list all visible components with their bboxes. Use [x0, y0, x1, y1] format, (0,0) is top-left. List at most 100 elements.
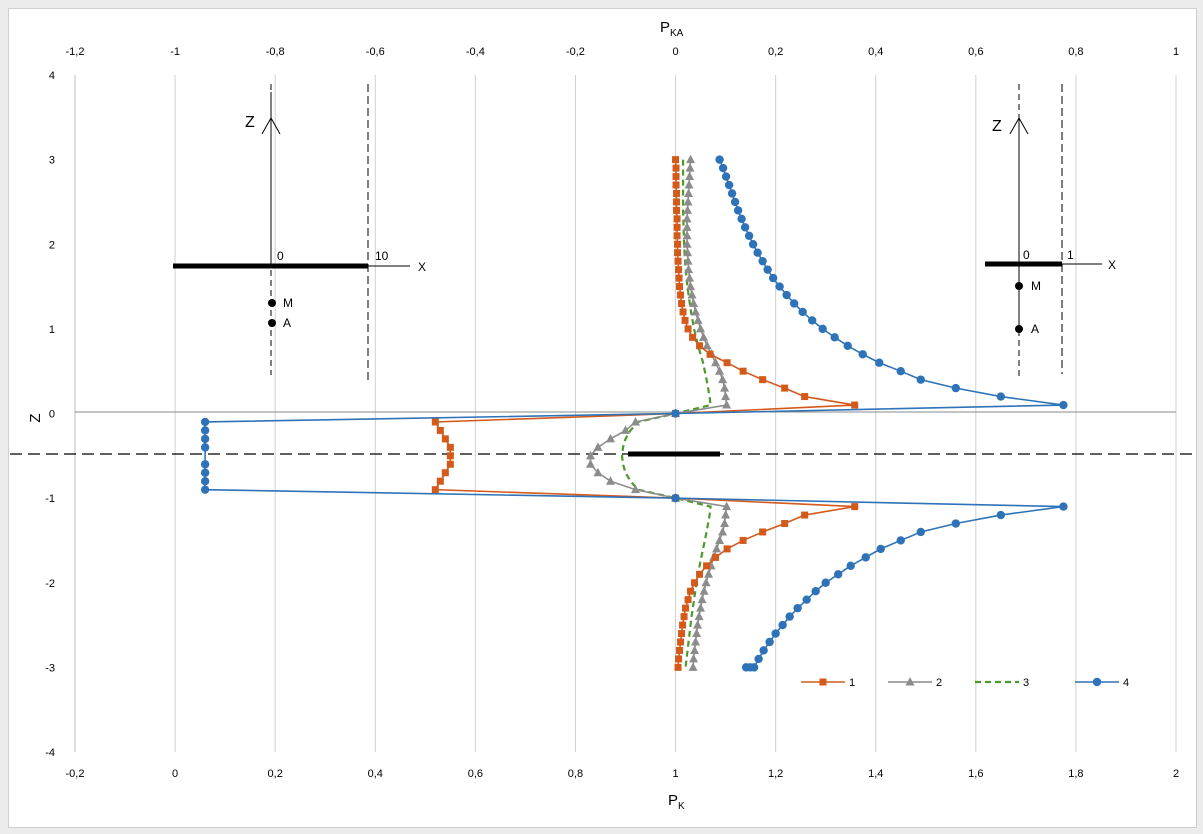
inset-right-a-label: A: [1031, 322, 1039, 336]
series-2-point: [605, 476, 615, 485]
series-2-point: [685, 171, 695, 181]
series-1-point: [687, 587, 695, 595]
series-1-point: [723, 359, 731, 367]
series-4-point: [896, 366, 905, 376]
series-4-point: [1059, 502, 1068, 511]
series-2-point: [689, 653, 699, 663]
series-2-point: [720, 518, 730, 528]
series-4-point: [759, 646, 768, 655]
series-4-point: [798, 307, 807, 317]
x-top-tick-label: -0,8: [266, 46, 285, 58]
series-2-point: [720, 383, 730, 392]
series-1-point: [674, 249, 682, 257]
series-1-point: [759, 376, 767, 384]
series-2-point: [715, 535, 725, 544]
x-bottom-tick-label: 0,8: [568, 768, 583, 780]
inset-right-end-label: 1: [1067, 248, 1074, 262]
y-tick-label: 0: [49, 409, 55, 421]
series-4-point: [821, 578, 830, 587]
series-1-point: [673, 189, 681, 197]
series-1-point: [851, 401, 859, 409]
series-1-point: [673, 232, 681, 240]
series-2-point: [702, 340, 712, 350]
series-2-point: [693, 315, 703, 324]
inset-left-end-label: 10: [375, 249, 389, 263]
series-4-point: [671, 493, 680, 503]
series-1-point: [696, 342, 704, 350]
x-top-tick-label: -0,2: [566, 46, 585, 58]
series-1-point: [682, 604, 690, 612]
series-1-point: [681, 316, 689, 324]
series-4-point: [200, 485, 210, 494]
series-2-point: [721, 510, 731, 519]
series-4-point: [765, 637, 774, 647]
series-1-point: [739, 367, 747, 375]
series-4-point: [785, 612, 794, 621]
x-bottom-tick-label: 2: [1173, 768, 1179, 780]
series-4-point: [737, 214, 746, 224]
series-4: [200, 155, 1068, 672]
series-2-point: [682, 239, 692, 248]
series-4-point: [718, 163, 728, 173]
y-tick-label: 1: [49, 324, 55, 336]
y-tick-label: 2: [49, 239, 55, 251]
series-2-point: [605, 433, 615, 443]
series-1-point: [723, 545, 731, 553]
series-1-point: [436, 477, 444, 485]
series-4-point: [200, 426, 210, 435]
legend-item-1: 1: [801, 677, 855, 689]
series-2-point: [686, 154, 696, 164]
series-1-point: [431, 486, 439, 494]
x-top-tick-label: 0,4: [868, 46, 883, 58]
series-2-point: [689, 298, 699, 307]
series-4-point: [763, 265, 772, 274]
inset-left-a-label: A: [283, 316, 291, 330]
series-1-point: [851, 503, 859, 511]
inset-left-point-m: [268, 299, 276, 307]
series-1-point: [672, 181, 680, 189]
series-1-point: [684, 325, 692, 333]
series-2-point: [621, 425, 630, 434]
inset-right-point-a: [1015, 325, 1023, 333]
series-2-point: [722, 400, 732, 409]
series-1-point: [801, 393, 809, 401]
x-top-tick-label: -0,4: [466, 46, 485, 58]
legend-label: 4: [1123, 677, 1129, 689]
x-bottom-tick-label: 1: [672, 768, 678, 780]
series-2-point: [684, 188, 694, 197]
series-2-point: [685, 163, 695, 172]
series-4-point: [733, 206, 743, 215]
series-4-point: [793, 603, 802, 613]
series-4-point: [846, 561, 855, 571]
series-2-point: [684, 180, 694, 189]
x-bottom-tick-label: 1,4: [868, 768, 883, 780]
inset-diagram-left: Z X 0 10 M A: [173, 84, 426, 382]
series-4-point: [951, 519, 960, 528]
series-4-point: [768, 273, 778, 283]
series-2-point: [721, 391, 731, 401]
series-1-point: [441, 469, 449, 477]
series-1-point: [675, 274, 683, 282]
legend-marker: [1092, 677, 1102, 687]
series-4-point: [843, 341, 852, 350]
series-4-point: [730, 197, 740, 207]
series-2-point: [690, 645, 700, 654]
series-4-point: [758, 256, 767, 266]
series-4-point: [789, 299, 799, 308]
series-4-point: [818, 324, 827, 334]
series-2-point: [593, 442, 603, 451]
series-1-point: [691, 579, 699, 587]
x-bottom-tick-label: 0,2: [268, 768, 283, 780]
legend: 1 2 3 4: [801, 677, 1129, 689]
x-top-tick-label: -1: [170, 46, 180, 58]
series-4-point: [875, 358, 884, 367]
series-layer: [200, 154, 1068, 672]
series-4-point: [754, 654, 763, 664]
series-4-point: [748, 240, 758, 249]
series-2-point: [686, 281, 696, 291]
series-1-point: [696, 570, 704, 578]
legend-label: 1: [849, 677, 855, 689]
legend-label: 2: [936, 677, 942, 689]
series-2-point: [699, 332, 709, 341]
